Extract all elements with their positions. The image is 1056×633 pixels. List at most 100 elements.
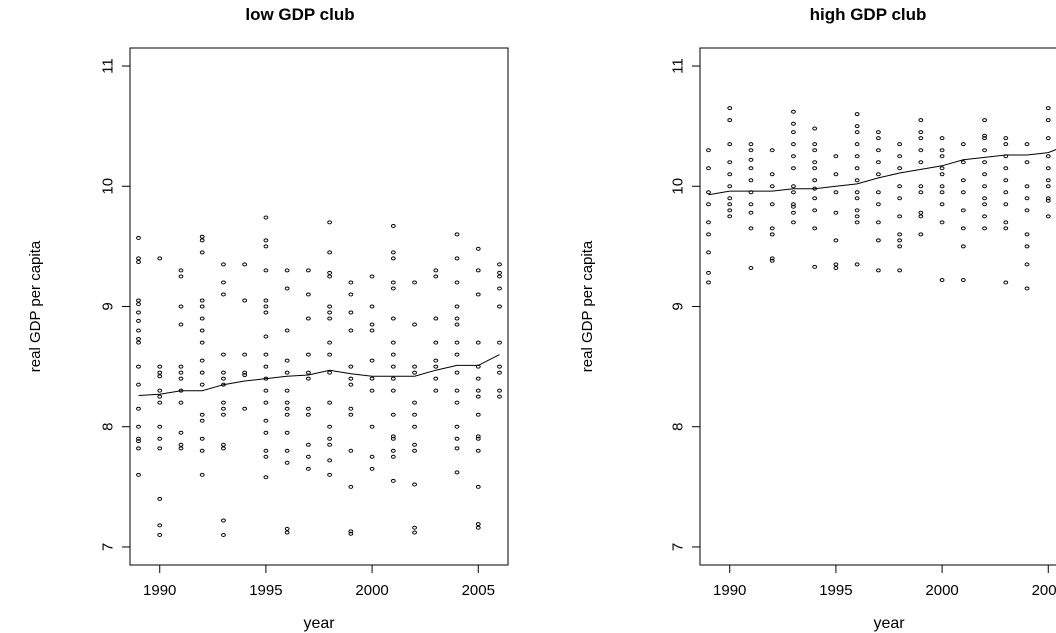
data-point — [136, 336, 141, 341]
data-point — [221, 412, 226, 417]
data-point — [136, 298, 141, 303]
data-point — [390, 434, 396, 439]
data-point — [748, 202, 754, 207]
data-point — [1024, 208, 1030, 213]
data-point — [982, 148, 987, 153]
data-point — [412, 424, 417, 429]
data-point — [1024, 232, 1030, 237]
data-point — [221, 532, 226, 537]
high-gdp-club-panel: high GDP club year real GDP per capita 1… — [579, 5, 1056, 632]
data-point — [1045, 118, 1051, 123]
data-point — [369, 304, 375, 309]
data-point — [157, 523, 163, 528]
data-point — [433, 376, 439, 381]
data-point — [497, 270, 502, 275]
data-point — [305, 376, 311, 381]
data-point — [748, 266, 754, 271]
data-point — [1045, 166, 1051, 171]
data-point — [812, 148, 818, 153]
data-point — [284, 358, 290, 363]
data-point — [1045, 136, 1051, 141]
data-point — [897, 184, 903, 189]
data-point — [327, 352, 333, 357]
data-point — [390, 436, 396, 441]
data-point — [390, 256, 396, 261]
data-point — [284, 328, 290, 333]
data-point — [454, 256, 460, 261]
data-point — [199, 358, 205, 363]
data-point — [199, 370, 205, 375]
data-point — [854, 262, 860, 267]
data-point — [136, 310, 141, 315]
data-point — [1003, 226, 1009, 231]
data-point — [769, 258, 775, 263]
data-point — [433, 274, 439, 279]
data-point — [348, 280, 354, 285]
data-point — [221, 518, 226, 523]
data-point — [199, 238, 205, 243]
data-point — [812, 226, 818, 231]
data-point — [475, 268, 481, 273]
data-point — [918, 136, 924, 141]
data-point — [284, 448, 290, 453]
data-point — [284, 460, 290, 465]
points-layer — [136, 215, 502, 537]
data-point — [475, 394, 481, 399]
data-point — [497, 274, 502, 279]
data-point — [199, 418, 205, 423]
data-point — [897, 214, 903, 219]
data-point — [199, 412, 205, 417]
data-point — [1024, 262, 1030, 267]
data-point — [875, 136, 881, 141]
data-point — [939, 154, 945, 159]
data-point — [939, 172, 945, 177]
data-point — [854, 112, 860, 117]
data-point — [178, 430, 184, 435]
data-point — [727, 202, 733, 207]
data-point — [136, 328, 141, 333]
data-point — [918, 184, 924, 189]
data-point — [263, 298, 269, 303]
data-point — [706, 148, 711, 153]
data-point — [982, 133, 987, 138]
data-point — [284, 370, 290, 375]
data-point — [178, 370, 184, 375]
data-point — [982, 160, 987, 165]
data-point — [348, 292, 354, 297]
data-point — [897, 142, 903, 147]
data-point — [1024, 184, 1030, 189]
data-point — [748, 157, 754, 162]
data-point — [178, 322, 184, 327]
data-point — [1024, 142, 1030, 147]
data-point — [854, 130, 860, 135]
data-point — [221, 446, 226, 451]
data-point — [475, 376, 481, 381]
plot-frame — [699, 47, 1056, 566]
data-point — [1024, 244, 1030, 249]
data-point — [497, 286, 502, 291]
data-point — [199, 436, 205, 441]
data-point — [791, 220, 796, 225]
data-point — [157, 424, 163, 429]
data-point — [833, 154, 839, 159]
data-point — [833, 266, 839, 271]
data-point — [1045, 196, 1051, 201]
data-point — [769, 202, 775, 207]
data-point — [199, 250, 205, 255]
data-point — [497, 388, 502, 393]
data-point — [1003, 280, 1009, 285]
data-point — [263, 454, 269, 459]
data-point — [875, 148, 881, 153]
x-tick-label: 1995 — [249, 582, 282, 599]
data-point — [918, 160, 924, 165]
data-point — [497, 304, 502, 309]
data-point — [263, 418, 269, 423]
data-point — [475, 522, 481, 527]
data-point — [305, 316, 311, 321]
data-point — [875, 268, 881, 273]
data-point — [454, 370, 460, 375]
data-point — [327, 274, 333, 279]
data-point — [791, 184, 796, 189]
data-point — [263, 310, 269, 315]
data-point — [136, 318, 141, 323]
